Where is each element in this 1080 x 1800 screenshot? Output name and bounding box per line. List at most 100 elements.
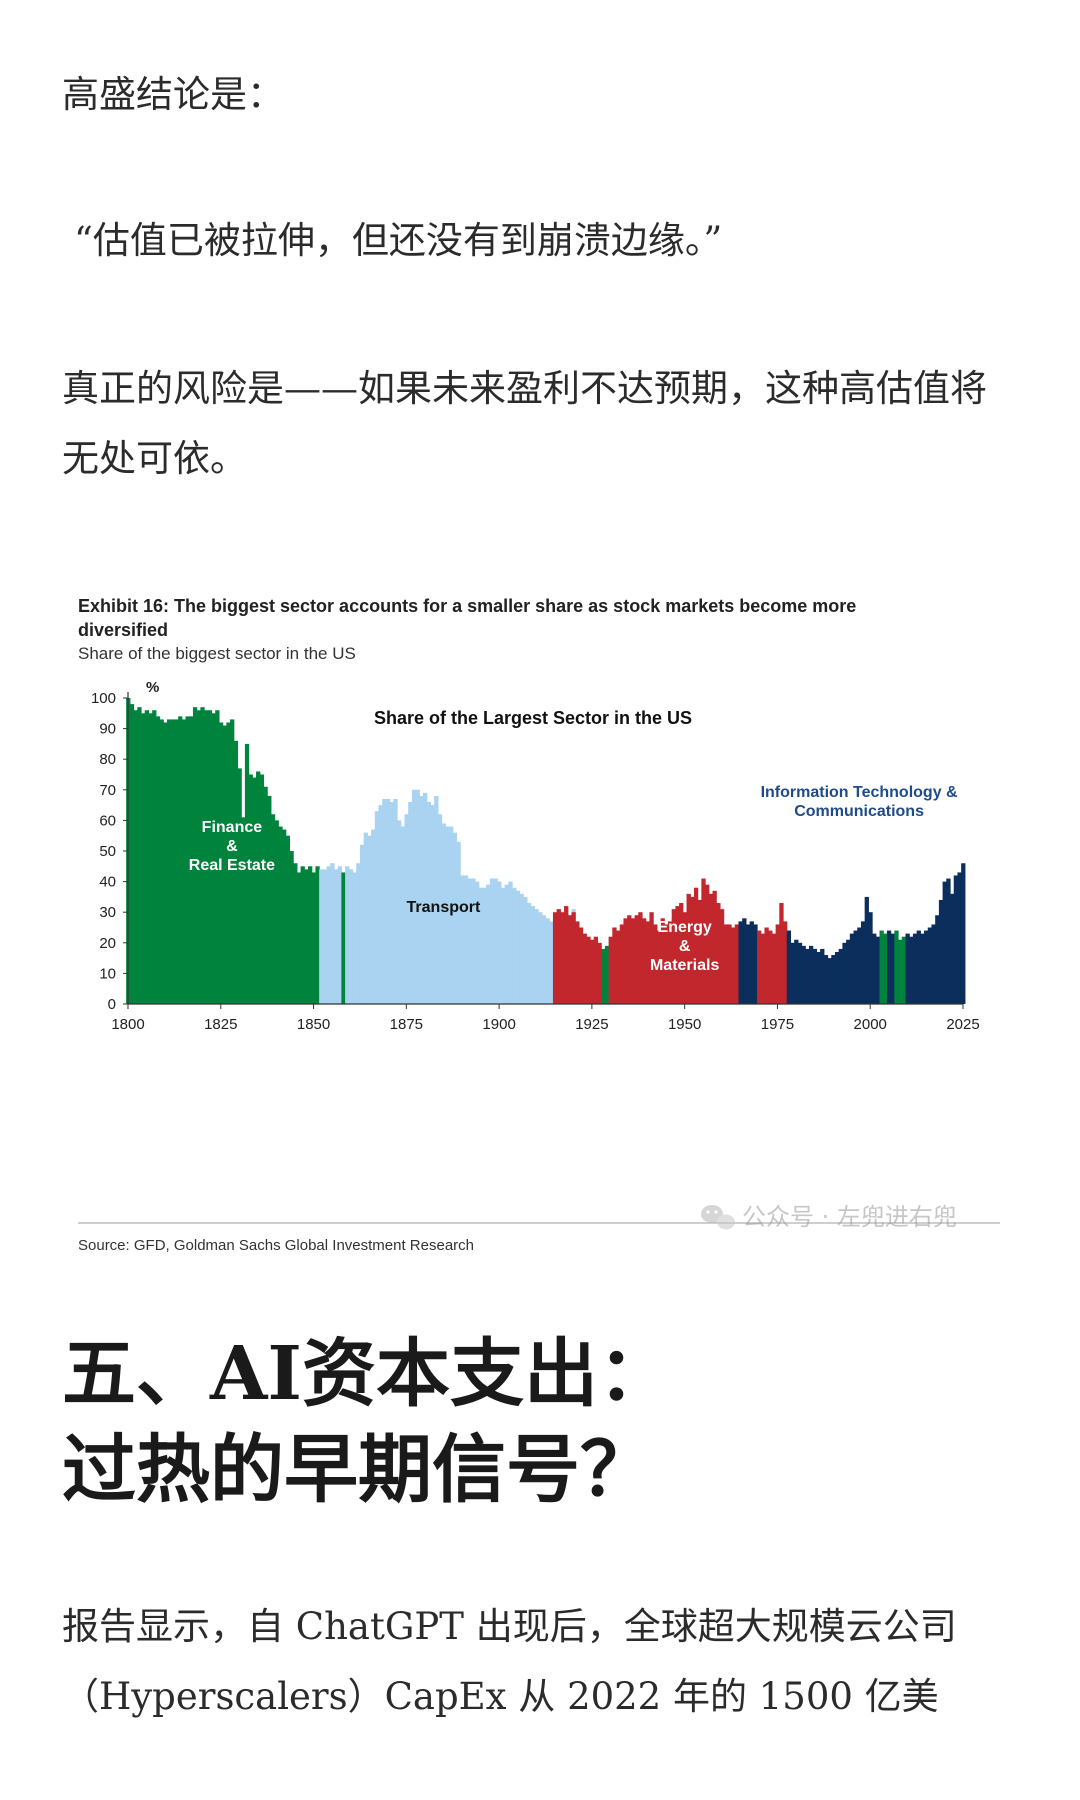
bar-information-technology-and-communications-1968 [749, 921, 754, 1004]
bar-information-technology-and-communications-2015 [924, 930, 929, 1004]
bar-finance-and-real-estate-1806 [148, 713, 153, 1004]
bar-transport-1902 [504, 884, 509, 1004]
bar-finance-and-real-estate-2003 [879, 930, 884, 1004]
bar-finance-and-real-estate-1845 [293, 863, 298, 1004]
bar-transport-1861 [352, 872, 357, 1004]
bar-energy-and-materials-1948 [675, 906, 680, 1004]
bar-finance-and-real-estate-1831 [241, 817, 246, 1004]
watermark: 公众号 · 左兜进右兜 [701, 1203, 957, 1231]
bar-transport-1899 [493, 878, 498, 1004]
y-tick-label-10: 10 [99, 965, 116, 982]
bar-energy-and-materials-1945 [664, 924, 669, 1004]
bar-transport-1901 [500, 887, 506, 1004]
bar-energy-and-materials-1919 [567, 915, 573, 1004]
y-tick-label-50: 50 [99, 843, 116, 860]
annotations-group: Finance & Real Estate Transport Energy & Mater… [189, 784, 958, 974]
bar-transport-1873 [397, 820, 402, 1004]
bar-finance-and-real-estate-1835 [256, 771, 261, 1004]
bar-transport-1864 [363, 832, 368, 1004]
y-tick-label-30: 30 [99, 904, 116, 921]
bar-transport-1869 [382, 798, 387, 1004]
bar-information-technology-and-communications-1966 [742, 918, 747, 1004]
bar-finance-and-real-estate-1851 [315, 866, 320, 1004]
bar-energy-and-materials-1955 [701, 878, 706, 1004]
bar-information-technology-and-communications-2005 [886, 930, 892, 1004]
bar-transport-1866 [371, 829, 376, 1004]
bar-energy-and-materials-1961 [723, 924, 728, 1004]
bar-finance-and-real-estate-1822 [207, 710, 213, 1004]
exhibit-title-line2: diversified [78, 620, 168, 640]
bar-transport-1881 [426, 802, 432, 1004]
bar-finance-and-real-estate-2008 [898, 939, 903, 1004]
bar-information-technology-and-communications-2018 [935, 915, 940, 1004]
bar-transport-1876 [408, 802, 413, 1004]
bar-finance-and-real-estate-1847 [300, 866, 305, 1004]
y-axis-unit-label: % [146, 679, 159, 696]
bar-transport-1868 [378, 805, 383, 1004]
bar-transport-1909 [530, 906, 535, 1004]
bar-transport-1910 [534, 909, 539, 1004]
y-tick-label-40: 40 [99, 874, 116, 891]
bar-information-technology-and-communications-1965 [738, 921, 743, 1004]
paragraph-quote: “估值已被拉伸，但还没有到崩溃边缘。” [74, 219, 723, 262]
bar-information-technology-and-communications-2022 [950, 893, 955, 1004]
watermark-text: 公众号 · 左兜进右兜 [742, 1203, 957, 1231]
bar-finance-and-real-estate-1804 [141, 713, 146, 1004]
bar-energy-and-materials-1946 [667, 921, 673, 1004]
bar-transport-1883 [434, 795, 439, 1004]
bar-transport-1872 [393, 798, 398, 1004]
bar-energy-and-materials-1952 [690, 896, 695, 1004]
bar-finance-and-real-estate-1809 [159, 719, 164, 1004]
bar-transport-1911 [538, 912, 543, 1004]
bar-finance-and-real-estate-1843 [285, 835, 291, 1004]
x-tick-label-1850: 1850 [297, 1016, 330, 1033]
bar-energy-and-materials-1960 [719, 909, 725, 1004]
bar-transport-1855 [330, 863, 335, 1004]
bar-transport-1880 [423, 792, 428, 1004]
bar-transport-1889 [456, 841, 461, 1004]
y-tick-label-90: 90 [99, 721, 116, 738]
bar-information-technology-and-communications-1988 [823, 955, 829, 1004]
bar-energy-and-materials-1925 [590, 939, 595, 1004]
bar-transport-1877 [411, 789, 417, 1004]
exhibit-title-line1: Exhibit 16: The biggest sector accounts … [78, 596, 856, 616]
bar-transport-1907 [523, 896, 528, 1004]
bar-transport-1862 [356, 863, 361, 1004]
bar-information-technology-and-communications-2013 [916, 930, 921, 1004]
bar-finance-and-real-estate-1821 [204, 710, 209, 1004]
bar-information-technology-and-communications-1999 [864, 896, 869, 1004]
bar-information-technology-and-communications-1985 [812, 948, 817, 1004]
bar-finance-and-real-estate-1842 [282, 829, 287, 1004]
bar-energy-and-materials-1922 [578, 927, 584, 1004]
bar-information-technology-and-communications-1992 [838, 948, 843, 1004]
bar-finance-and-real-estate-1838 [267, 795, 272, 1004]
bar-information-technology-and-communications-1995 [849, 933, 855, 1004]
bar-finance-and-real-estate-1832 [244, 743, 250, 1004]
bar-information-technology-and-communications-1984 [809, 945, 814, 1004]
bar-transport-1852 [319, 869, 324, 1004]
bar-information-technology-and-communications-2021 [946, 878, 951, 1004]
bar-energy-and-materials-1974 [771, 933, 777, 1004]
bar-transport-1887 [449, 826, 454, 1004]
exhibit-figure: Exhibit 16: The biggest sector accounts … [0, 560, 1080, 1260]
bar-energy-and-materials-1917 [560, 912, 565, 1004]
bar-finance-and-real-estate-1840 [274, 820, 279, 1004]
annotation-information-technology-and-communications-line-1: Information Technology & [761, 784, 958, 801]
wechat-icon [701, 1205, 735, 1230]
x-tick-label-1800: 1800 [111, 1016, 144, 1033]
bar-transport-1882 [430, 805, 435, 1004]
section-heading-line2: 过热的早期信号？ [62, 1427, 654, 1513]
bar-finance-and-real-estate-1813 [174, 719, 179, 1004]
bar-information-technology-and-communications-2006 [890, 933, 895, 1004]
bar-finance-and-real-estate-1928 [601, 948, 606, 1004]
bar-information-technology-and-communications-2020 [942, 881, 947, 1004]
bar-energy-and-materials-1976 [779, 903, 784, 1004]
bar-information-technology-and-communications-1981 [797, 942, 803, 1004]
bar-information-technology-and-communications-1969 [753, 924, 758, 1004]
bar-information-technology-and-communications-1987 [820, 948, 825, 1004]
bar-energy-and-materials-1932 [616, 930, 621, 1004]
bar-energy-and-materials-1930 [608, 936, 613, 1004]
bar-finance-and-real-estate-1823 [211, 713, 216, 1004]
bar-finance-and-real-estate-1839 [270, 814, 276, 1004]
bar-finance-and-real-estate-1841 [278, 826, 283, 1004]
